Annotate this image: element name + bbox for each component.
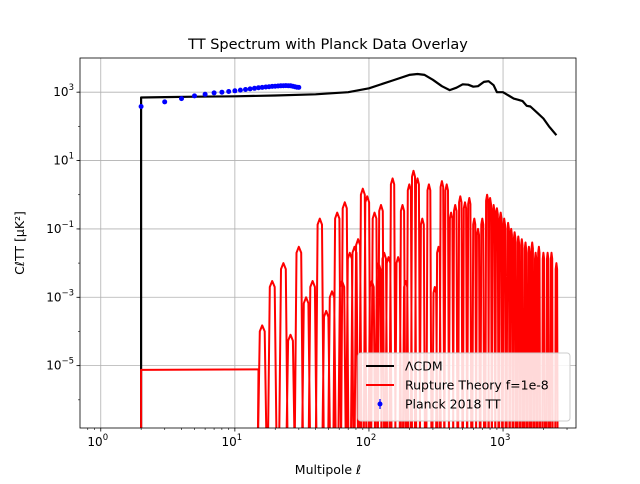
- planck-data-point: [179, 96, 184, 102]
- x-tick-label: 103: [490, 433, 511, 449]
- x-tick-label: 100: [87, 433, 108, 449]
- planck-data-point: [226, 89, 232, 94]
- y-tick-label: 10−3: [46, 288, 74, 304]
- x-tick-label: 101: [222, 433, 243, 449]
- series-rupture-line: [140, 169, 559, 428]
- y-tick-label: 103: [53, 83, 74, 99]
- planck-data-point: [237, 87, 243, 93]
- planck-data-point: [162, 99, 168, 105]
- planck-data-point: [138, 104, 144, 109]
- planck-data-point: [252, 85, 257, 91]
- axis-ticks: 100 101 102 103 10−5 10−3 10−1 101 103: [46, 83, 568, 449]
- y-tick-label: 10−1: [46, 220, 74, 236]
- plot-frame: [79, 57, 577, 429]
- plot-area: [138, 72, 559, 428]
- x-tick-label: 102: [356, 433, 377, 449]
- legend-box: [357, 352, 571, 422]
- y-tick-label: 101: [53, 152, 74, 168]
- legend-label-rupture: Rupture Theory f=1e-8: [405, 378, 549, 393]
- planck-data-point: [219, 89, 225, 95]
- legend: ΛCDM Rupture Theory f=1e-8 Planck 2018 T…: [357, 352, 571, 422]
- legend-label-lcdm: ΛCDM: [405, 359, 443, 374]
- planck-data-point: [256, 85, 261, 91]
- legend-label-planck: Planck 2018 TT: [405, 397, 501, 412]
- planck-data-point: [192, 93, 197, 99]
- planck-data-point: [247, 86, 253, 92]
- series-lcdm-line: [140, 72, 558, 428]
- chart-title: TT Spectrum with Planck Data Overlay: [187, 37, 468, 53]
- legend-swatch-planck-marker: [377, 401, 383, 407]
- planck-data-point: [232, 88, 238, 94]
- y-tick-label: 10−5: [46, 357, 74, 373]
- series-layer: [138, 72, 559, 428]
- planck-data-point: [211, 90, 217, 96]
- planck-data-point: [296, 84, 302, 90]
- planck-data-point: [243, 87, 248, 92]
- planck-data-point: [202, 91, 208, 97]
- y-axis-label: CℓTT [μK²]: [12, 211, 27, 275]
- x-axis-label: Multipole ℓ: [295, 462, 361, 477]
- grid: [80, 58, 576, 428]
